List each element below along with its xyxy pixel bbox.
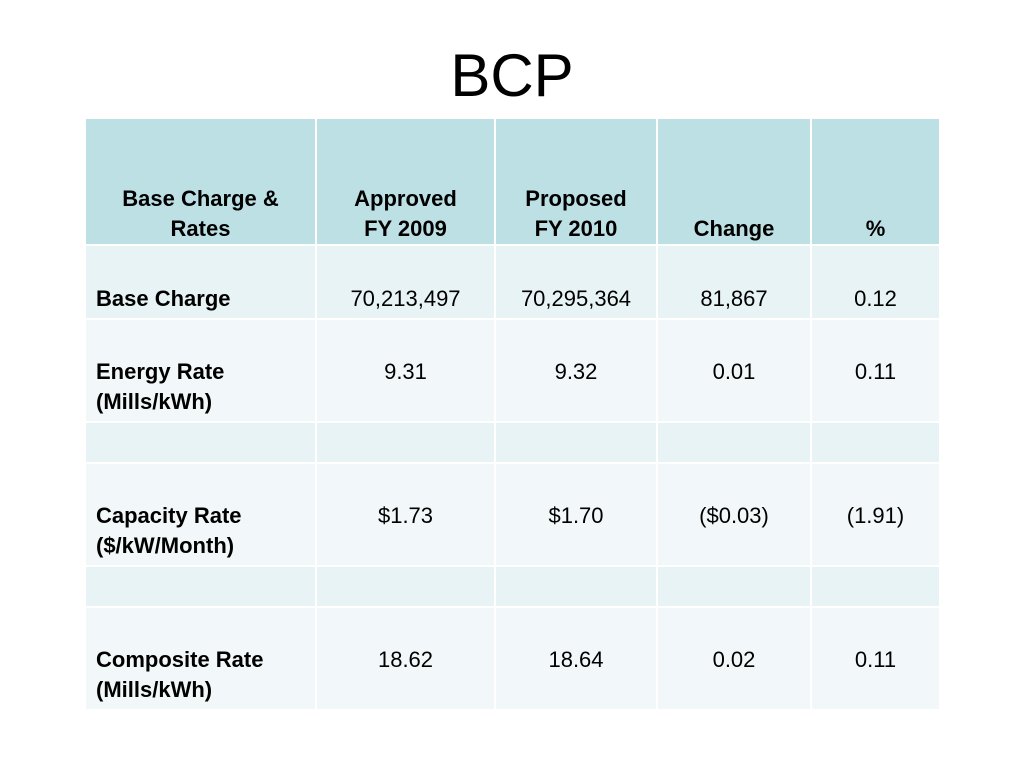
row-label-line: (Mills/kWh) bbox=[96, 389, 213, 414]
header-approved-fy2009: Approved FY 2009 bbox=[316, 119, 496, 246]
empty-cell bbox=[86, 566, 317, 608]
header-line: FY 2010 bbox=[534, 216, 618, 241]
cell-percent: (1.91) bbox=[811, 463, 939, 567]
table-row-spacer bbox=[86, 566, 939, 608]
empty-cell bbox=[811, 566, 939, 608]
cell-approved: $1.73 bbox=[316, 463, 496, 567]
row-label: Energy Rate (Mills/kWh) bbox=[86, 319, 317, 423]
cell-approved: 70,213,497 bbox=[316, 245, 496, 320]
header-line: FY 2009 bbox=[364, 216, 447, 241]
empty-cell bbox=[86, 422, 317, 464]
cell-approved: 18.62 bbox=[316, 607, 496, 711]
cell-change: 0.01 bbox=[657, 319, 812, 423]
cell-approved: 9.31 bbox=[316, 319, 496, 423]
cell-proposed: $1.70 bbox=[495, 463, 658, 567]
empty-cell bbox=[495, 566, 658, 608]
slide-title: BCP bbox=[450, 42, 574, 109]
cell-percent: 0.11 bbox=[811, 319, 939, 423]
cell-change: 0.02 bbox=[657, 607, 812, 711]
empty-cell bbox=[657, 566, 812, 608]
header-change: Change bbox=[657, 119, 812, 246]
cell-proposed: 9.32 bbox=[495, 319, 658, 423]
rates-table: Base Charge & Rates Approved FY 2009 Pro… bbox=[86, 119, 939, 711]
header-line: Proposed bbox=[525, 186, 627, 211]
cell-percent: 0.12 bbox=[811, 245, 939, 320]
row-label: Capacity Rate ($/kW/Month) bbox=[86, 463, 317, 567]
header-percent: % bbox=[811, 119, 939, 246]
empty-cell bbox=[495, 422, 658, 464]
row-label-line: ($/kW/Month) bbox=[96, 533, 235, 558]
empty-cell bbox=[811, 422, 939, 464]
table-row-capacity-rate: Capacity Rate ($/kW/Month) $1.73 $1.70 (… bbox=[86, 463, 939, 567]
row-label: Base Charge bbox=[86, 245, 317, 320]
table-row-spacer bbox=[86, 422, 939, 464]
header-line: Approved bbox=[354, 186, 457, 211]
row-label-line: Capacity Rate bbox=[96, 503, 242, 528]
table-row-energy-rate: Energy Rate (Mills/kWh) 9.31 9.32 0.01 0… bbox=[86, 319, 939, 423]
row-label: Composite Rate (Mills/kWh) bbox=[86, 607, 317, 711]
header-base-charge-rates: Base Charge & Rates bbox=[86, 119, 317, 246]
header-line: Rates bbox=[170, 216, 231, 241]
row-label-line: Composite Rate bbox=[96, 647, 264, 672]
empty-cell bbox=[657, 422, 812, 464]
table-row-composite-rate: Composite Rate (Mills/kWh) 18.62 18.64 0… bbox=[86, 607, 939, 711]
table-row-base-charge: Base Charge 70,213,497 70,295,364 81,867… bbox=[86, 245, 939, 320]
cell-percent: 0.11 bbox=[811, 607, 939, 711]
cell-change: 81,867 bbox=[657, 245, 812, 320]
cell-proposed: 70,295,364 bbox=[495, 245, 658, 320]
empty-cell bbox=[316, 422, 496, 464]
row-label-line: (Mills/kWh) bbox=[96, 677, 213, 702]
cell-change: ($0.03) bbox=[657, 463, 812, 567]
table-header-row: Base Charge & Rates Approved FY 2009 Pro… bbox=[86, 119, 939, 246]
row-label-line: Energy Rate bbox=[96, 359, 225, 384]
header-line: Base Charge & bbox=[122, 186, 279, 211]
header-proposed-fy2010: Proposed FY 2010 bbox=[495, 119, 658, 246]
empty-cell bbox=[316, 566, 496, 608]
cell-proposed: 18.64 bbox=[495, 607, 658, 711]
